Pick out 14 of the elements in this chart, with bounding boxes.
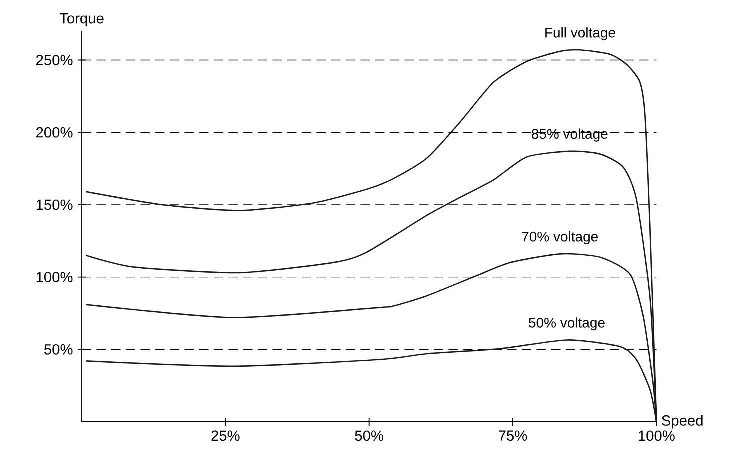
x-tick-label: 50% <box>355 430 384 442</box>
x-tick-label: 75% <box>499 430 528 442</box>
y-tick-label: 200% <box>36 127 73 138</box>
y-tick-label: 150% <box>36 200 73 210</box>
y-tick-label: 250% <box>36 55 73 66</box>
y-tick-label: 100% <box>36 272 73 282</box>
x-tick-label: 25% <box>212 430 240 442</box>
series-label: 50% voltage <box>529 318 605 331</box>
x-tick-label: 100% <box>639 430 675 442</box>
series-label: 70% voltage <box>522 232 598 245</box>
x-axis-title: Speed <box>662 415 703 429</box>
series-label: Full voltage <box>546 27 616 41</box>
y-tick-label: 50% <box>44 344 73 355</box>
y-axis-title: Torque <box>60 13 104 27</box>
